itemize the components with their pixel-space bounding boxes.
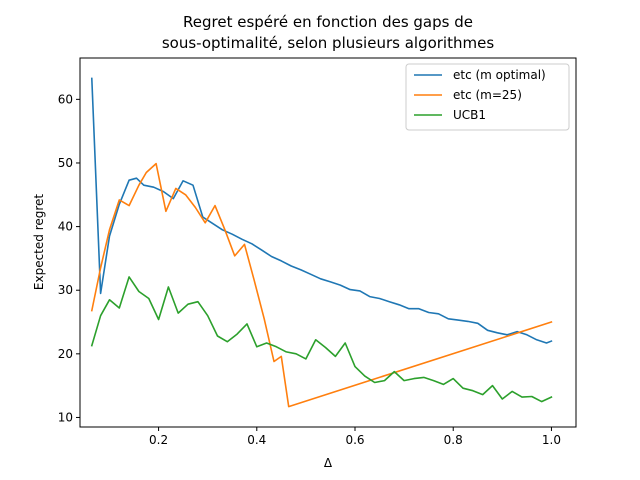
x-tick-label: 0.2 — [149, 433, 168, 447]
legend-label: UCB1 — [453, 108, 486, 122]
series-line-2 — [90, 162, 553, 408]
series-line-3 — [90, 276, 553, 403]
x-tick-label: 0.4 — [247, 433, 266, 447]
x-tick-label: 0.8 — [444, 433, 463, 447]
y-tick-label: 60 — [58, 92, 73, 106]
x-axis-label: Δ — [324, 456, 333, 470]
y-tick-label: 10 — [58, 410, 73, 424]
series-line-1 — [90, 77, 553, 344]
plot-frame — [79, 57, 577, 428]
y-tick-label: 40 — [58, 220, 73, 234]
plot-series-group — [90, 77, 553, 408]
y-axis-label: Expected regret — [32, 194, 46, 291]
x-axis-ticks: 0.2 0.4 0.6 0.8 1.0 — [149, 427, 561, 447]
y-tick-label: 30 — [58, 283, 73, 297]
x-tick-label: 0.6 — [345, 433, 364, 447]
legend-label: etc (m=25) — [453, 88, 522, 102]
y-tick-label: 20 — [58, 347, 73, 361]
y-tick-label: 50 — [58, 156, 73, 170]
legend-label: etc (m optimal) — [453, 68, 546, 82]
x-tick-label: 1.0 — [542, 433, 561, 447]
y-axis-ticks: 10 20 30 40 50 60 — [58, 92, 80, 424]
chart-title-line-2: sous-optimalité, selon plusieurs algorit… — [162, 34, 494, 52]
chart-title-line-1: Regret espéré en fonction des gaps de — [183, 13, 473, 31]
legend: etc (m optimal) etc (m=25) UCB1 — [405, 63, 570, 131]
legend-box — [405, 63, 570, 131]
